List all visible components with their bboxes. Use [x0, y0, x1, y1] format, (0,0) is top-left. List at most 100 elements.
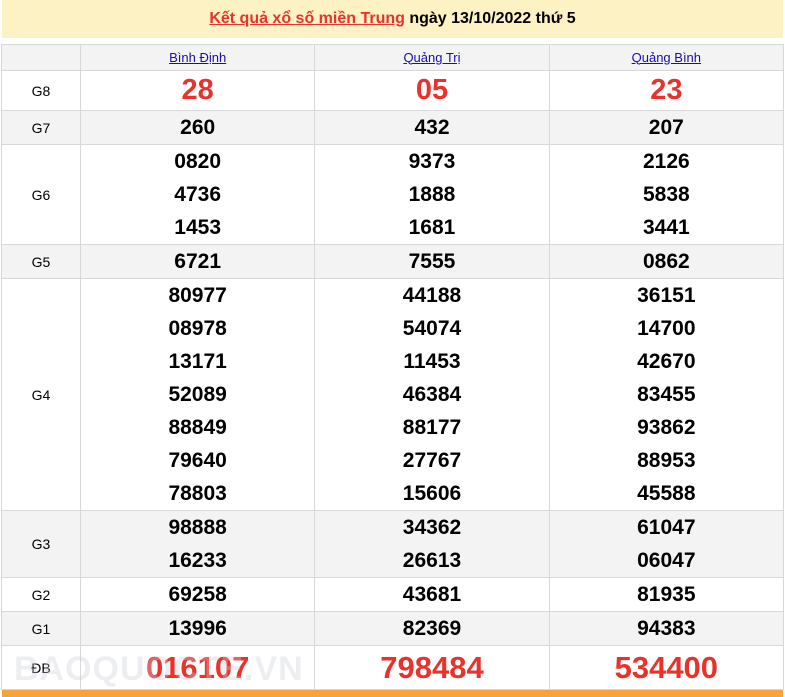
prize-label: G1: [1, 611, 81, 646]
prize-cell: 36151 14700 42670 83455 93862 88953 45588: [548, 278, 785, 511]
prize-cell: 98888 16233: [79, 510, 316, 578]
prize-cell: 0820 4736 1453: [79, 144, 316, 245]
prize-number: 69258: [168, 583, 227, 606]
prize-row: G3 98888 16233 34362 26613 61047 06047: [1, 510, 785, 578]
prize-row: ĐB 016107 798484 534400: [1, 645, 785, 690]
prize-row: G7 260 432 207: [1, 110, 785, 145]
prize-cell: 534400: [548, 645, 785, 690]
prize-cell: 23: [548, 70, 785, 111]
prize-number: 52089: [168, 383, 227, 406]
prize-number: 13996: [168, 617, 227, 640]
prize-label: G2: [1, 577, 81, 612]
bottom-bar: [2, 690, 783, 697]
prize-number: 36151: [637, 284, 696, 307]
prize-cell: 016107: [79, 645, 316, 690]
prize-cell: 2126 5838 3441: [548, 144, 785, 245]
prize-number: 08978: [168, 317, 227, 340]
province-link[interactable]: Bình Định: [169, 49, 227, 65]
prize-number: 5838: [642, 183, 690, 206]
prize-number: 44188: [402, 284, 462, 307]
prize-number: 260: [180, 116, 216, 139]
watermark: BAOQUOCTE.VN: [14, 650, 304, 688]
prize-row: G6 0820 4736 1453 9373 1888 1681 2126 5838 3441: [1, 144, 785, 245]
prize-cell: 260: [79, 110, 316, 145]
prize-cell: 798484: [314, 645, 550, 690]
province-header: Bình Định: [79, 44, 316, 71]
prize-cell: 9373 1888 1681: [314, 144, 550, 245]
prize-number: 23: [650, 74, 683, 106]
prize-number: 28: [181, 74, 214, 106]
prize-row: G4 80977 08978 13171 52089 88849 79640 78803 441…: [1, 278, 785, 511]
province-link[interactable]: Quảng Trị: [403, 49, 461, 65]
table-header-row: Bình Định Quảng Trị Quảng Bình: [1, 44, 785, 71]
prize-number: 798484: [380, 650, 484, 685]
prize-cell: 69258: [79, 577, 316, 612]
prize-number: 42670: [637, 350, 696, 373]
prize-number: 016107: [145, 650, 250, 685]
prize-number: 43681: [402, 583, 462, 606]
prize-number: 4736: [174, 183, 222, 206]
prize-number: 16233: [168, 549, 227, 572]
prize-number: 82369: [402, 617, 462, 640]
prize-number: 78803: [168, 482, 227, 505]
prize-number: 83455: [637, 383, 696, 406]
prize-number: 2126: [642, 150, 690, 173]
prize-row: G5 6721 7555 0862: [1, 244, 785, 279]
prize-cell: 05: [314, 70, 550, 111]
province-header: Quảng Bình: [548, 44, 785, 71]
prize-number: 61047: [637, 516, 696, 539]
prize-number: 534400: [614, 650, 719, 685]
prize-number: 7555: [408, 250, 456, 273]
prize-row: G1 13996 82369 94383: [1, 611, 785, 646]
prize-cell: 44188 54074 11453 46384 88177 27767 15606: [314, 278, 550, 511]
prize-cell: 6721: [79, 244, 316, 279]
prize-label: G6: [1, 144, 81, 245]
prize-cell: 13996: [79, 611, 316, 646]
prize-number: 94383: [637, 617, 696, 640]
prize-number: 46384: [402, 383, 462, 406]
prize-number: 15606: [402, 482, 462, 505]
prize-number: 26613: [402, 549, 462, 572]
prize-cell: 94383: [548, 611, 785, 646]
prize-number: 06047: [637, 549, 696, 572]
prize-cell: 43681: [314, 577, 550, 612]
results-date: ngày 13/10/2022 thứ 5: [404, 10, 576, 27]
prize-number: 88849: [168, 416, 227, 439]
prize-cell: 0862: [548, 244, 785, 279]
prize-number: 3441: [642, 216, 690, 239]
province-link[interactable]: Quảng Bình: [631, 49, 702, 65]
prize-number: 88177: [402, 416, 462, 439]
prize-number: 79640: [168, 449, 227, 472]
results-title: Kết quả xổ số miền Trung ngày 13/10/2022…: [2, 0, 783, 38]
prize-number: 432: [414, 116, 450, 139]
prize-label: G8: [1, 70, 81, 111]
prize-cell: 82369: [314, 611, 550, 646]
prize-number: 98888: [168, 516, 227, 539]
prize-number: 9373: [408, 150, 456, 173]
prize-number: 13171: [168, 350, 227, 373]
prize-number: 05: [415, 74, 449, 106]
prize-number: 0862: [642, 250, 690, 273]
prize-cell: 7555: [314, 244, 550, 279]
prize-number: 0820: [174, 150, 222, 173]
prize-cell: 34362 26613: [314, 510, 550, 578]
prize-number: 34362: [402, 516, 462, 539]
prize-number: 54074: [402, 317, 462, 340]
prize-number: 1453: [174, 216, 222, 239]
prize-cell: 207: [548, 110, 785, 145]
prize-number: 45588: [637, 482, 696, 505]
prize-number: 81935: [637, 583, 696, 606]
prize-number: 27767: [402, 449, 462, 472]
prize-number: 1888: [408, 183, 456, 206]
prize-cell: 28: [79, 70, 316, 111]
prize-number: 14700: [637, 317, 696, 340]
prize-number: 11453: [403, 350, 461, 373]
header-empty-cell: [1, 44, 81, 71]
results-region-link[interactable]: Kết quả xổ số miền Trung: [209, 10, 405, 27]
prize-label: G5: [1, 244, 81, 279]
prize-number: 1681: [408, 216, 456, 239]
prize-cell: 61047 06047: [548, 510, 785, 578]
prize-label: G3: [1, 510, 81, 578]
prize-cell: 81935: [548, 577, 785, 612]
prize-cell: 432: [314, 110, 550, 145]
